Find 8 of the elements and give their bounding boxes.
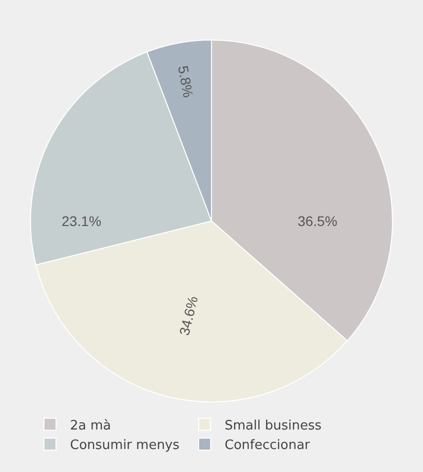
legend-label: 2a mà	[70, 418, 111, 434]
legend-label: Small business	[224, 418, 322, 434]
data-label: 34.6%	[176, 294, 201, 337]
legend-label: Confeccionar	[224, 438, 311, 454]
data-label: 36.5%	[298, 213, 338, 229]
legend-label: Consumir menys	[70, 438, 180, 454]
data-label: 5.8%	[175, 64, 197, 99]
data-label: 23.1%	[62, 213, 102, 229]
